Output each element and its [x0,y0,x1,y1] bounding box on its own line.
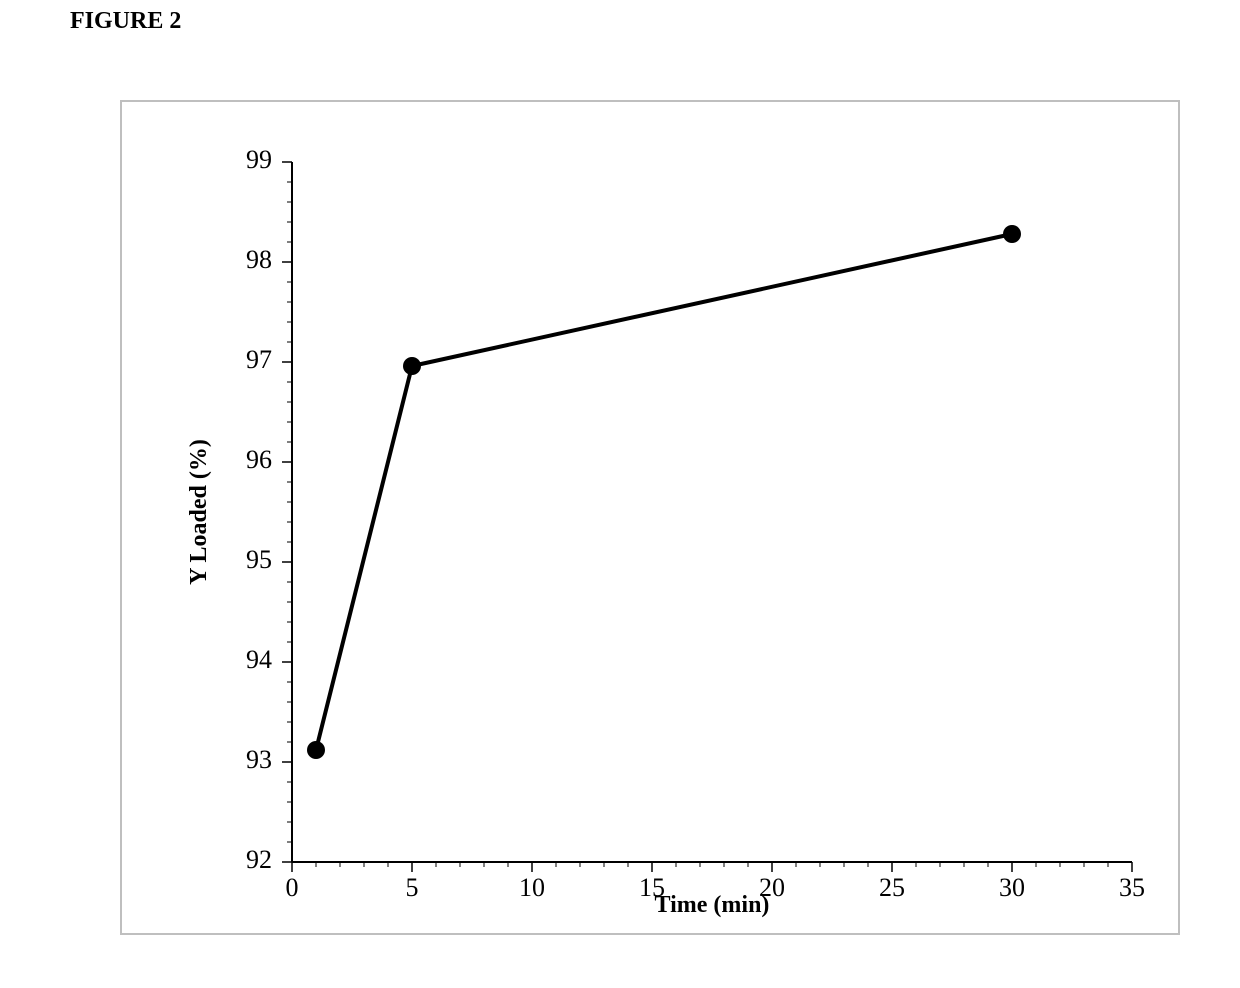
chart-svg: 929394959697989905101520253035Time (min)… [122,102,1178,933]
x-tick-label: 5 [406,873,419,902]
plot-background [122,102,1178,933]
y-tick-label: 94 [246,645,272,674]
y-tick-label: 97 [246,345,272,374]
x-tick-label: 25 [879,873,905,902]
data-point [1003,225,1021,243]
x-axis-label: Time (min) [655,892,770,918]
x-tick-label: 0 [286,873,299,902]
y-tick-label: 96 [246,445,272,474]
y-tick-label: 93 [246,745,272,774]
y-tick-label: 98 [246,245,272,274]
chart-panel: 929394959697989905101520253035Time (min)… [120,100,1180,935]
data-point [307,741,325,759]
y-tick-label: 95 [246,545,272,574]
x-tick-label: 35 [1119,873,1145,902]
y-axis-label: Y Loaded (%) [186,439,212,585]
data-point [403,357,421,375]
y-tick-label: 92 [246,845,272,874]
x-tick-label: 30 [999,873,1025,902]
figure-title: FIGURE 2 [70,8,181,35]
x-tick-label: 10 [519,873,545,902]
y-tick-label: 99 [246,145,272,174]
